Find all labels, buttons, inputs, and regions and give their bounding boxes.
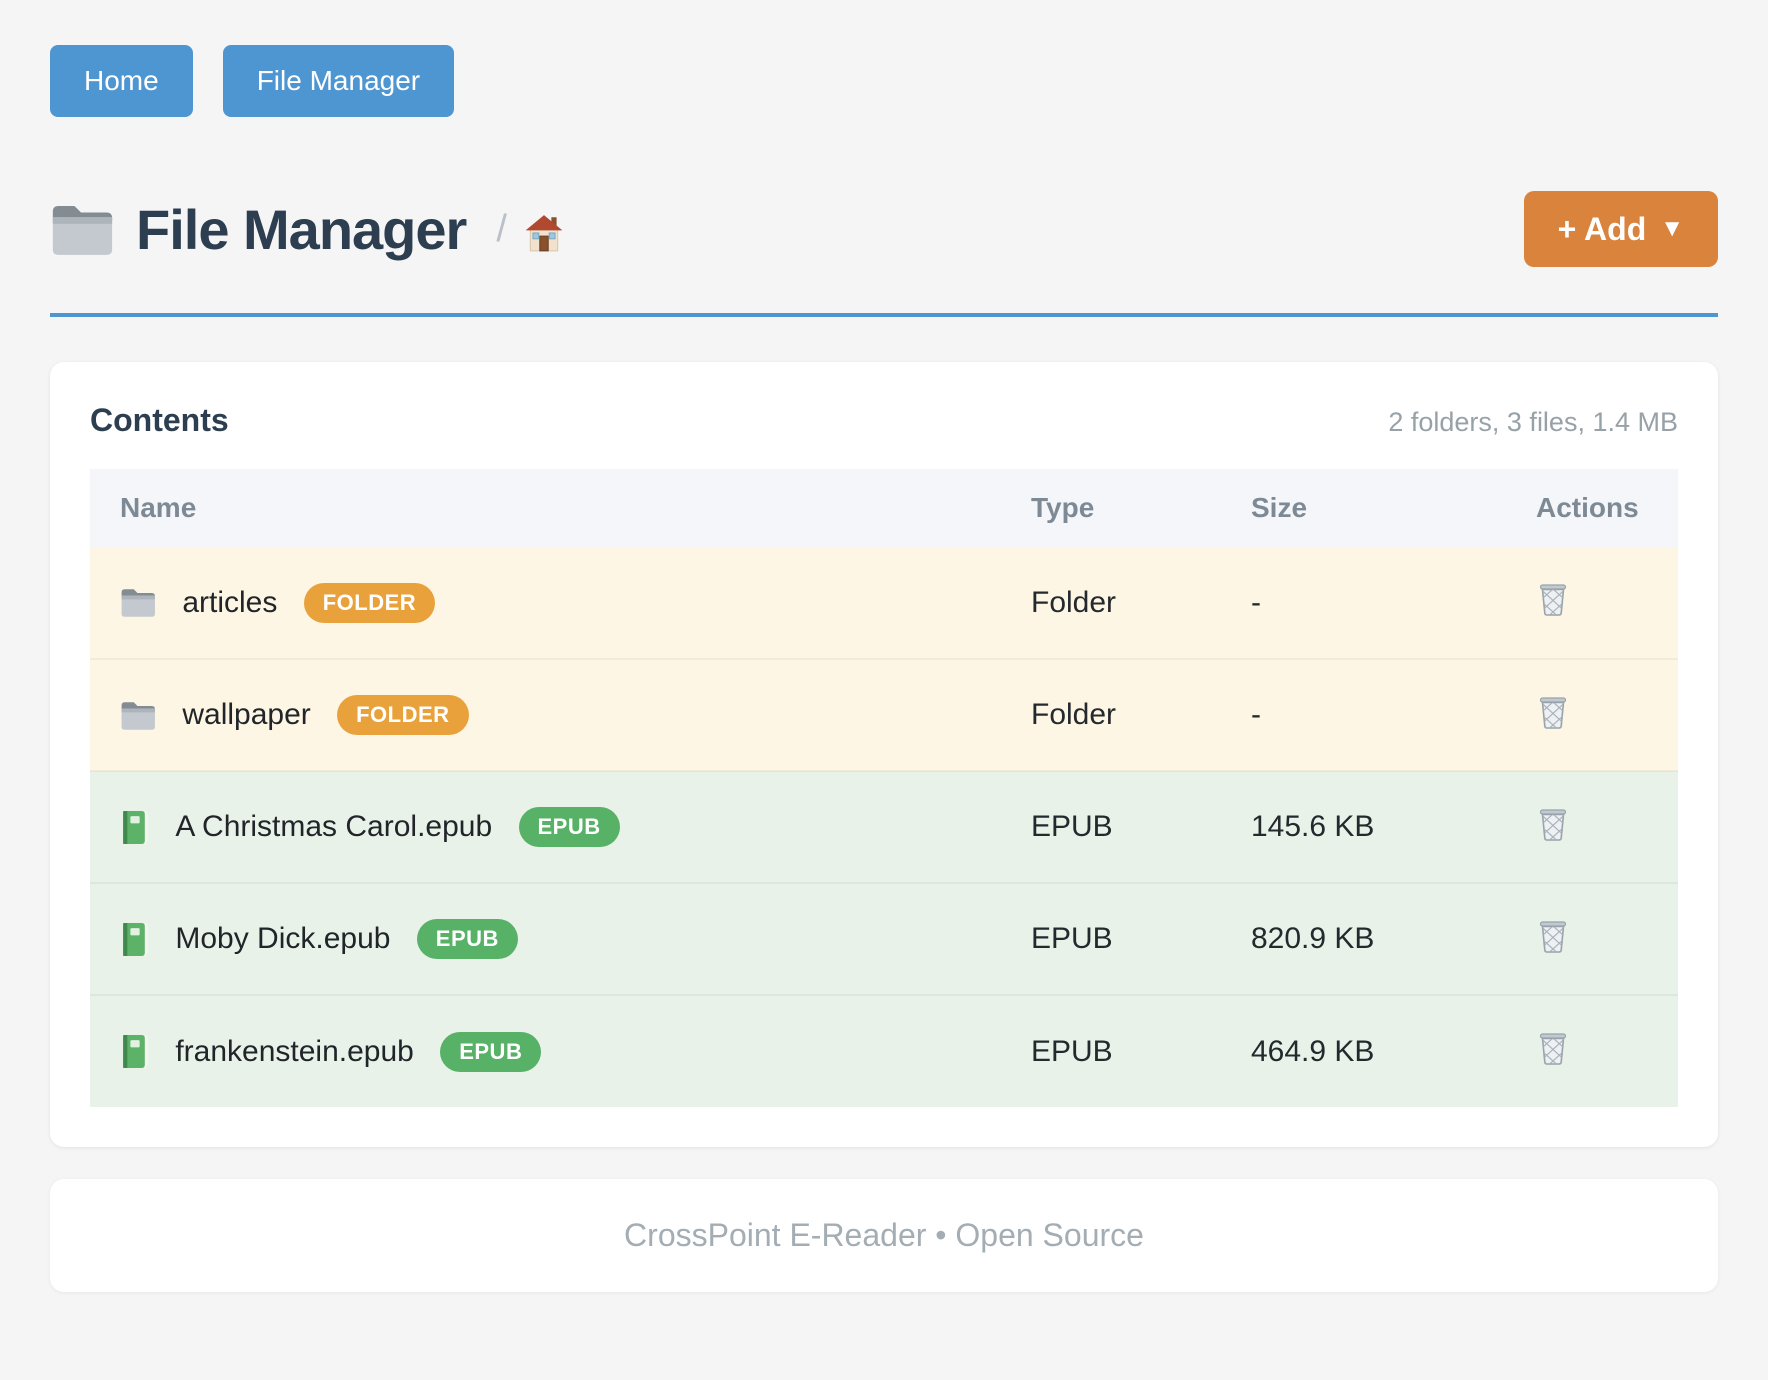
table-row[interactable]: Moby Dick.epub EPUB EPUB 820.9 KB: [90, 883, 1678, 995]
add-button[interactable]: + Add ▼: [1523, 191, 1718, 267]
column-header-type: Type: [1001, 469, 1221, 547]
actions-cell: [1506, 995, 1678, 1107]
home-button[interactable]: Home: [50, 45, 193, 117]
folder-icon: [120, 700, 156, 731]
type-badge: FOLDER: [303, 582, 436, 623]
type-cell: EPUB: [1031, 922, 1113, 955]
file-name[interactable]: articles: [182, 585, 278, 619]
file-table-header: Name Type Size Actions: [90, 469, 1678, 547]
footer: CrossPoint E-Reader • Open Source: [50, 1179, 1718, 1292]
page-title: File Manager: [136, 197, 467, 261]
folder-icon: [120, 587, 156, 618]
delete-button[interactable]: [1536, 917, 1570, 957]
name-cell: articles FOLDER: [90, 547, 1001, 659]
name-cell: A Christmas Carol.epub EPUB: [90, 771, 1001, 883]
contents-title: Contents: [90, 402, 229, 438]
add-button-label: + Add: [1557, 211, 1647, 247]
type-badge: EPUB: [440, 1031, 542, 1072]
trash-icon: [1536, 805, 1570, 845]
footer-text: CrossPoint E-Reader • Open Source: [624, 1217, 1144, 1253]
column-header-size: Size: [1221, 469, 1506, 547]
size-cell: -: [1251, 698, 1261, 731]
file-name[interactable]: wallpaper: [182, 698, 311, 731]
column-header-name: Name: [90, 469, 1001, 547]
size-cell: 464.9 KB: [1251, 1034, 1375, 1068]
trash-icon: [1536, 917, 1570, 957]
size-cell: 820.9 KB: [1251, 922, 1375, 955]
table-row[interactable]: frankenstein.epub EPUB EPUB 464.9 KB: [90, 995, 1678, 1107]
folder-icon: [50, 202, 114, 257]
breadcrumb-separator: /: [496, 207, 507, 250]
size-cell: 145.6 KB: [1251, 810, 1375, 843]
table-row[interactable]: articles FOLDER Folder -: [90, 547, 1678, 659]
type-badge: EPUB: [518, 807, 620, 847]
chevron-down-icon: ▼: [1660, 215, 1684, 242]
page-title-group: File Manager /: [50, 197, 565, 262]
actions-cell: [1506, 771, 1678, 883]
top-nav: Home File Manager: [50, 45, 1718, 117]
name-cell: Moby Dick.epub EPUB: [90, 883, 1001, 995]
table-row[interactable]: wallpaper FOLDER Folder -: [90, 659, 1678, 771]
trash-icon: [1536, 1029, 1570, 1069]
file-name[interactable]: A Christmas Carol.epub: [175, 810, 493, 843]
delete-button[interactable]: [1536, 805, 1570, 845]
actions-cell: [1506, 883, 1678, 995]
column-header-actions: Actions: [1506, 469, 1678, 547]
green-book-icon: [120, 810, 149, 845]
file-table-body: articles FOLDER Folder -: [90, 547, 1678, 1107]
delete-button[interactable]: [1536, 580, 1570, 620]
header-divider: [50, 313, 1718, 317]
type-badge: EPUB: [416, 919, 518, 959]
delete-button[interactable]: [1536, 693, 1570, 733]
table-row[interactable]: A Christmas Carol.epub EPUB EPUB 145.6 K…: [90, 771, 1678, 883]
actions-cell: [1506, 547, 1678, 659]
file-name[interactable]: Moby Dick.epub: [175, 922, 391, 955]
file-table: Name Type Size Actions: [90, 469, 1678, 1107]
contents-card-header: Contents 2 folders, 3 files, 1.4 MB: [90, 402, 1678, 439]
actions-cell: [1506, 659, 1678, 771]
name-cell: wallpaper FOLDER: [90, 659, 1001, 771]
page: Home File Manager File Manager /: [50, 45, 1718, 1292]
trash-icon: [1536, 580, 1570, 620]
file-manager-button[interactable]: File Manager: [222, 45, 455, 117]
size-cell: -: [1251, 585, 1261, 619]
page-header: File Manager / + Add ▼: [50, 191, 1718, 267]
trash-icon: [1536, 693, 1570, 733]
file-name[interactable]: frankenstein.epub: [175, 1034, 414, 1068]
delete-button[interactable]: [1536, 1029, 1570, 1069]
contents-card: Contents 2 folders, 3 files, 1.4 MB Name…: [50, 362, 1718, 1147]
green-book-icon: [120, 922, 149, 957]
type-cell: EPUB: [1031, 1034, 1113, 1068]
name-cell: frankenstein.epub EPUB: [90, 995, 1001, 1107]
type-cell: EPUB: [1031, 810, 1113, 843]
type-badge: FOLDER: [337, 695, 469, 735]
green-book-icon: [120, 1034, 149, 1069]
house-icon[interactable]: [523, 213, 565, 253]
type-cell: Folder: [1031, 585, 1117, 619]
type-cell: Folder: [1031, 698, 1117, 731]
contents-summary: 2 folders, 3 files, 1.4 MB: [1388, 407, 1678, 437]
